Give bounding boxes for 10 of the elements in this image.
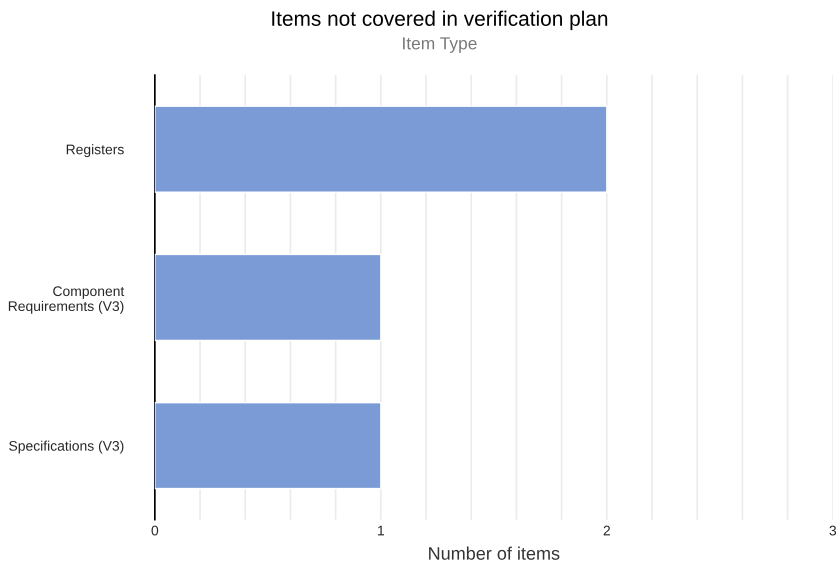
chart-title: Items not covered in verification plan: [272, 10, 608, 30]
x-tick-label: 3: [829, 526, 836, 536]
y-tick-label: Component Requirements (V3): [8, 286, 124, 314]
chart-subtitle: Item Type: [403, 37, 477, 53]
y-tick-label: Registers: [66, 144, 124, 158]
x-tick-label: 2: [604, 526, 610, 536]
y-tick-label: Specifications (V3): [9, 440, 124, 454]
x-tick-label: 1: [378, 526, 384, 536]
x-tick-label: 0: [152, 526, 158, 536]
x-axis-title: Number of items: [429, 546, 560, 560]
